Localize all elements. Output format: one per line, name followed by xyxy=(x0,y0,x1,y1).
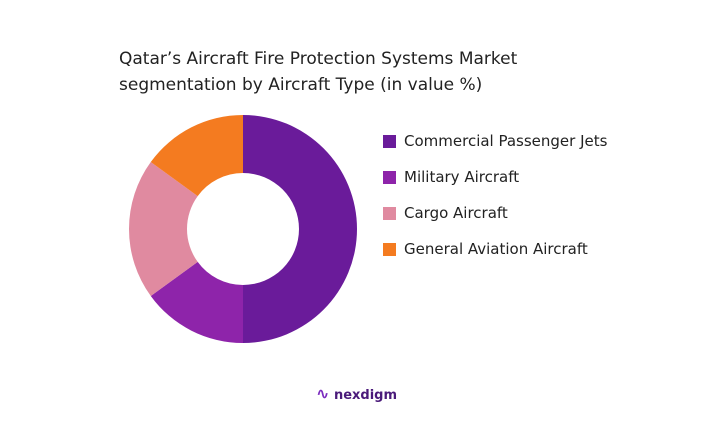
legend-label: General Aviation Aircraft xyxy=(404,240,588,258)
legend-swatch xyxy=(383,243,396,256)
logo-icon: ∿ xyxy=(316,384,330,403)
legend-item: Commercial Passenger Jets xyxy=(383,130,614,152)
legend-item: General Aviation Aircraft xyxy=(383,238,614,260)
legend-label: Commercial Passenger Jets xyxy=(404,132,608,150)
legend-label: Cargo Aircraft xyxy=(404,204,508,222)
donut-slice xyxy=(243,115,357,343)
brand-name: nexdigm xyxy=(333,388,398,403)
donut-slice xyxy=(150,261,243,343)
legend-item: Military Aircraft xyxy=(383,166,614,188)
legend-item: Cargo Aircraft xyxy=(383,202,614,224)
legend-swatch xyxy=(383,207,396,220)
donut-slice xyxy=(129,161,198,297)
donut-slice xyxy=(150,115,243,197)
legend: Commercial Passenger Jets Military Aircra… xyxy=(383,130,623,274)
brand-logo: ∿ nexdigm xyxy=(316,384,397,403)
legend-swatch xyxy=(383,135,396,148)
legend-swatch xyxy=(383,171,396,184)
chart-title: Qatar’s Aircraft Fire Protection Systems… xyxy=(119,49,518,95)
legend-label: Military Aircraft xyxy=(404,168,520,186)
